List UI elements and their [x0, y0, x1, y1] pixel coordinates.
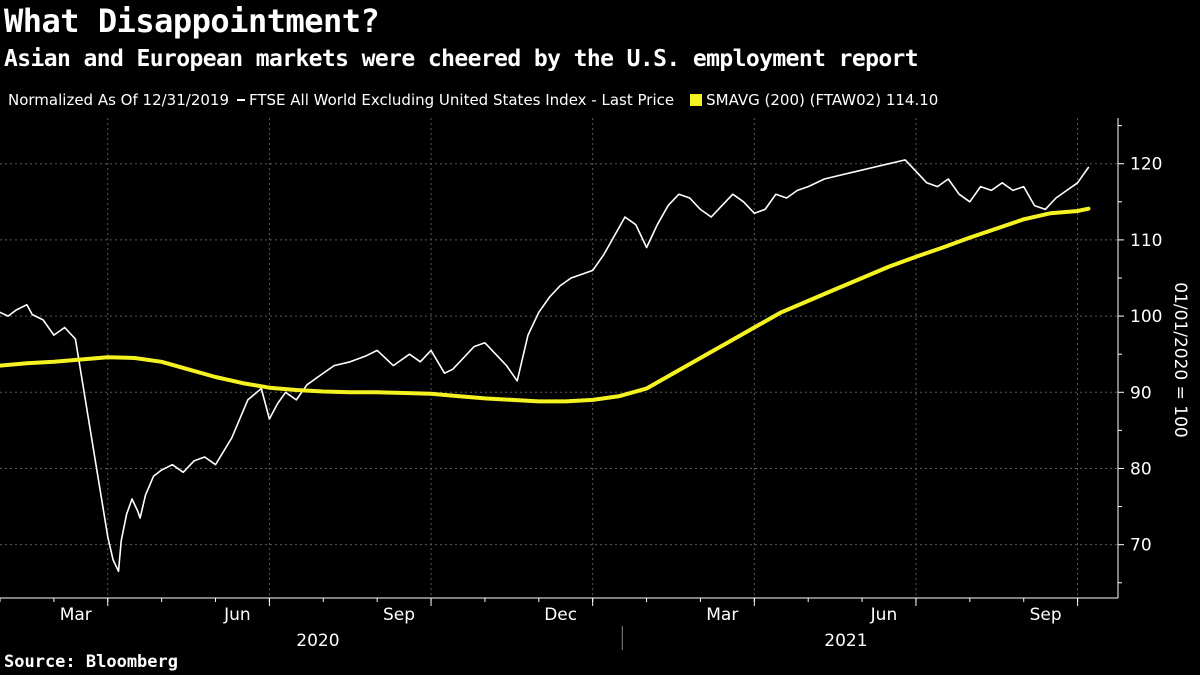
x-tick-label: Mar — [60, 605, 92, 625]
y-tick-label: 70 — [1130, 536, 1152, 556]
y-tick-label: 90 — [1130, 383, 1152, 403]
y-tick-label: 110 — [1130, 231, 1162, 251]
legend-normalized: Normalized As Of 12/31/2019 — [8, 91, 229, 109]
y-axis-label: 01/01/2020 = 100 — [1170, 282, 1190, 437]
y-tick-label: 100 — [1130, 307, 1162, 327]
y-tick-label: 120 — [1130, 155, 1162, 175]
x-tick-label: Mar — [706, 605, 738, 625]
x-tick-label: Sep — [383, 605, 415, 625]
x-tick-label: Jun — [223, 605, 251, 625]
price-series-line — [0, 159, 1090, 573]
x-tick-label: Sep — [1030, 605, 1062, 625]
y-tick-label: 80 — [1130, 459, 1152, 479]
x-tick-label: Jun — [870, 605, 898, 625]
sma-series-line — [0, 206, 1091, 404]
x-tick-label: Dec — [544, 605, 577, 625]
chart-title: What Disappointment? — [4, 2, 380, 40]
year-label: 2020 — [296, 631, 339, 651]
year-label: 2021 — [824, 631, 867, 651]
legend-sma-label: SMAVG (200) (FTAW02) 114.10 — [706, 91, 939, 109]
legend: Normalized As Of 12/31/2019 FTSE All Wor… — [8, 91, 938, 109]
legend-price-swatch — [237, 99, 245, 101]
legend-price-label: FTSE All World Excluding United States I… — [249, 91, 675, 109]
source-note: Source: Bloomberg — [4, 652, 178, 672]
legend-sma-swatch — [690, 94, 703, 106]
chart-subtitle: Asian and European markets were cheered … — [4, 46, 919, 72]
